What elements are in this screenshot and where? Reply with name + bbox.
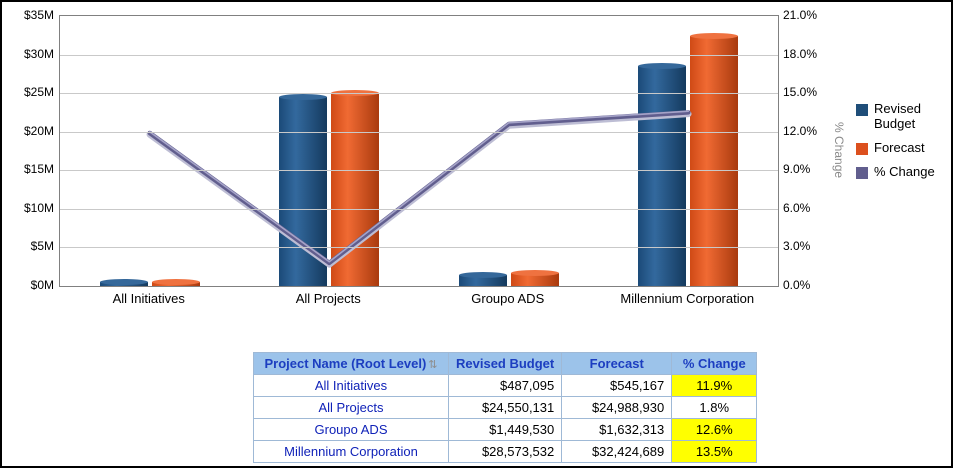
gridline: [60, 54, 778, 56]
table-header-row: Project Name (Root Level) ⇅ Revised Budge…: [253, 352, 758, 375]
right-axis-tick: 12.0%: [783, 123, 818, 138]
revised-budget-bar-groupo-ads[interactable]: [458, 271, 507, 286]
legend-marker-icon: [856, 166, 868, 179]
forecast-bar-groupo-ads[interactable]: [510, 270, 559, 286]
legend-marker-icon: [856, 104, 868, 116]
legend-item-revised-budget[interactable]: Revised Budget: [856, 101, 951, 132]
right-axis-tick: 18.0%: [783, 46, 818, 61]
table-row-all-initiatives: All Initiatives $487,095 $545,167 11.9%: [253, 374, 758, 397]
revised-budget-bar-all-projects[interactable]: [279, 93, 328, 286]
budget-forecast-combo-chart: $0M $5M $10M $15M $20M $25M $30M $35M 0.0% 3.0% 6…: [2, 2, 951, 317]
plot-area: [59, 15, 779, 287]
category-label: Groupo ADS: [471, 291, 545, 306]
legend-item-forecast[interactable]: Forecast: [856, 139, 951, 156]
left-axis-tick: $5M: [30, 239, 54, 254]
right-axis-tick: 6.0%: [783, 200, 811, 215]
project-name-cell[interactable]: All Projects: [253, 396, 449, 419]
left-axis-tick: $0M: [30, 278, 54, 292]
col-header-revised-budget[interactable]: Revised Budget: [447, 352, 563, 375]
table-row-groupo-ads: Groupo ADS $1,449,530 $1,632,313 12.6%: [253, 418, 758, 441]
right-axis-tick: 21.0%: [783, 8, 818, 22]
col-header-pct-change[interactable]: % Change: [671, 352, 758, 375]
legend-marker-icon: [856, 142, 868, 155]
project-name-cell[interactable]: Groupo ADS: [253, 418, 449, 441]
chart-legend: Revised Budget Forecast % Change: [856, 101, 951, 189]
right-axis-title: % Change: [832, 121, 846, 179]
category-label: Millennium Corporation: [620, 291, 755, 306]
col-header-forecast[interactable]: Forecast: [561, 352, 673, 375]
col-header-project-name[interactable]: Project Name (Root Level) ⇅: [253, 352, 449, 375]
left-axis-tick: $15M: [23, 162, 54, 177]
pct-change-cell: 1.8%: [671, 396, 758, 419]
forecast-cell: $545,167: [561, 374, 673, 397]
pct-change-cell: 12.6%: [671, 418, 758, 441]
gridline: [60, 208, 778, 210]
left-axis-tick: $10M: [23, 200, 54, 215]
revised-budget-cell: $487,095: [447, 374, 563, 397]
pct-change-cell: 11.9%: [671, 374, 758, 397]
revised-budget-bar-all-initiatives[interactable]: [99, 279, 148, 286]
left-axis-tick: $25M: [23, 85, 54, 100]
pct-change-cell: 13.5%: [671, 440, 758, 463]
right-axis-tick: 9.0%: [783, 162, 811, 177]
sort-icon[interactable]: ⇅: [428, 359, 438, 371]
forecast-bar-all-initiatives[interactable]: [151, 278, 200, 286]
col-header-project-name-label: Project Name (Root Level): [264, 356, 427, 371]
forecast-bar-all-projects[interactable]: [331, 90, 380, 286]
legend-label: % Change: [874, 163, 935, 179]
category-label: All Initiatives: [112, 291, 185, 306]
gridline: [60, 131, 778, 133]
forecast-cell: $32,424,689: [561, 440, 673, 463]
forecast-cell: $24,988,930: [561, 396, 673, 419]
table-row-all-projects: All Projects $24,550,131 $24,988,930 1.8…: [253, 396, 758, 419]
revised-budget-cell: $24,550,131: [447, 396, 563, 419]
left-axis-tick: $35M: [23, 8, 54, 22]
forecast-cell: $1,632,313: [561, 418, 673, 441]
revised-budget-cell: $28,573,532: [447, 440, 563, 463]
table-row-millennium-corporation: Millennium Corporation $28,573,532 $32,4…: [253, 440, 758, 463]
gridline: [60, 93, 778, 95]
project-name-cell[interactable]: All Initiatives: [253, 374, 449, 397]
gridline: [60, 247, 778, 249]
category-label: All Projects: [295, 291, 361, 306]
revised-budget-bar-millennium-corporation[interactable]: [638, 62, 687, 286]
legend-label: Forecast: [874, 139, 925, 155]
left-axis-tick: $20M: [23, 123, 54, 138]
legend-item-change[interactable]: % Change: [856, 163, 951, 180]
right-axis-tick: 15.0%: [783, 85, 818, 100]
project-table: Project Name (Root Level) ⇅ Revised Budge…: [253, 352, 758, 463]
project-name-cell[interactable]: Millennium Corporation: [253, 440, 449, 463]
right-axis-tick: 3.0%: [783, 239, 811, 254]
right-axis-tick: 0.0%: [783, 278, 811, 292]
legend-label: Revised Budget: [874, 101, 921, 131]
forecast-bar-millennium-corporation[interactable]: [690, 32, 739, 286]
left-axis-tick: $30M: [23, 46, 54, 61]
revised-budget-cell: $1,449,530: [447, 418, 563, 441]
gridline: [60, 170, 778, 172]
